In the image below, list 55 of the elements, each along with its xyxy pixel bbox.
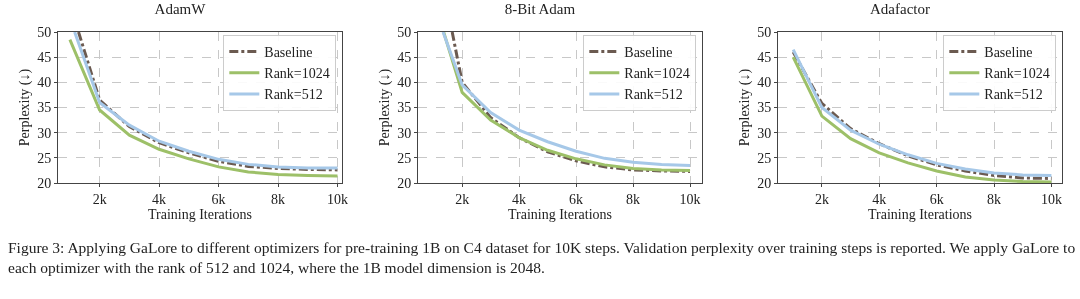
x-tick-label: 2k [814,191,829,207]
y-tick-label: 45 [37,50,52,66]
y-tick-label: 30 [37,125,52,141]
x-tick-label: 8k [271,191,286,207]
x-tick-label: 10k [1040,191,1062,207]
y-tick-label: 25 [37,150,52,166]
y-tick-label: 20 [757,175,772,191]
x-axis-title: Training Iterations [867,206,973,222]
legend-label: Baseline [984,45,1033,61]
y-tick-label: 35 [757,100,772,116]
y-tick-label: 35 [37,100,52,116]
legend-label: Baseline [624,45,673,61]
y-tick-label: 25 [757,150,772,166]
y-tick-label: 40 [37,75,52,91]
legend-label: Rank=1024 [264,66,330,82]
y-tick-label: 45 [397,50,412,66]
chart-title: Adafactor [870,0,930,17]
legend-label: Rank=1024 [624,66,690,82]
y-tick-label: 30 [757,125,772,141]
x-tick-label: 4k [152,191,167,207]
x-tick-label: 8k [987,191,1002,207]
x-tick-label: 4k [872,191,887,207]
y-tick-label: 45 [757,50,772,66]
x-tick-label: 2k [92,191,107,207]
y-axis-title: Perplexity (↓) [376,68,393,147]
y-tick-label: 25 [397,150,412,166]
x-tick-label: 6k [929,191,944,207]
y-tick-label: 20 [37,175,52,191]
x-tick-label: 10k [679,191,701,207]
y-tick-label: 40 [397,75,412,91]
x-axis-title: Training Iterations [147,206,253,222]
chart-title: 8-Bit Adam [504,0,576,17]
y-tick-label: 40 [757,75,772,91]
y-tick-label: 50 [37,24,52,40]
legend-label: Rank=512 [624,87,683,103]
x-tick-label: 10k [327,191,349,207]
y-tick-label: 30 [397,125,412,141]
x-axis-title: Training Iterations [507,206,613,222]
legend-label: Rank=1024 [984,66,1050,82]
caption: Figure 3: Applying GaLore to different optimizers for pre-training 1B on C4 dataset for 10K steps. Validation perplexity over training steps is reported. We apply GaLore to each optimizer with the rank of 512 and 1024, where the 1B model dimension is 2048. [8,238,1076,278]
y-axis-title: Perplexity (↓) [16,68,33,147]
x-tick-label: 2k [455,191,470,207]
x-tick-label: 6k [211,191,226,207]
y-tick-label: 35 [397,100,412,116]
y-tick-label: 20 [397,175,412,191]
y-tick-label: 50 [757,24,772,40]
legend-label: Rank=512 [984,87,1043,103]
legend-label: Rank=512 [264,87,323,103]
chart-title: AdamW [154,0,207,17]
y-axis-title: Perplexity (↓) [736,68,753,147]
x-tick-label: 8k [626,191,641,207]
legend-label: Baseline [264,45,313,61]
x-tick-label: 4k [512,191,527,207]
y-tick-label: 50 [397,24,412,40]
x-tick-label: 6k [569,191,584,207]
